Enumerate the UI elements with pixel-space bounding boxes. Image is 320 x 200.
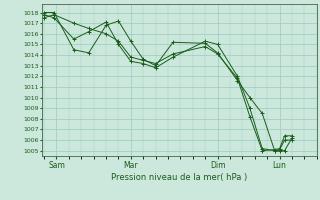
X-axis label: Pression niveau de la mer( hPa ): Pression niveau de la mer( hPa ): [111, 173, 247, 182]
